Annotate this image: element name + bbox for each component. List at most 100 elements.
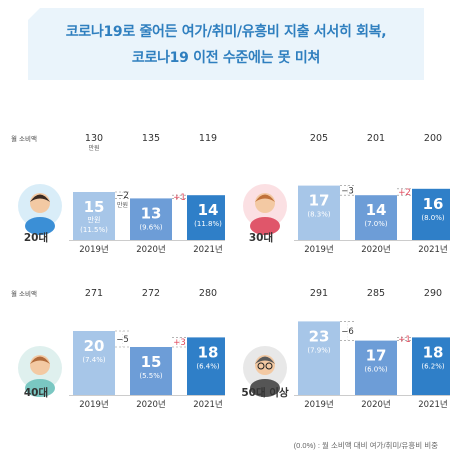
bar-value-unit: 만원 [88, 215, 101, 224]
monthly-spend-unit: 만원 [88, 144, 99, 152]
monthly-spend-label: 월 소비액 [11, 134, 37, 143]
footnote: (0.0%) : 월 소비액 대비 여가/취미/유흥비 비중 [293, 441, 438, 450]
change-label: +3 [173, 338, 186, 348]
bar [355, 340, 397, 395]
title-banner: 코로나19로 줄어든 여가/취미/유흥비 지출 서서히 회복, 코로나19 이전… [28, 8, 424, 80]
bar-share-label: (7.4%) [82, 356, 106, 364]
bar-share-label: (6.2%) [421, 362, 445, 370]
bar [187, 337, 225, 395]
avatar-shirt [25, 217, 55, 235]
change-label: −2 [116, 191, 129, 201]
x-tick-label: 2021년 [418, 399, 447, 410]
bar-value-label: 13 [141, 204, 162, 222]
bar [130, 198, 172, 240]
x-tick-label: 2020년 [361, 244, 390, 255]
monthly-spend-value: 290 [424, 288, 442, 299]
monthly-spend-value: 291 [310, 288, 328, 299]
bar-share-label: (11.5%) [80, 226, 108, 234]
x-tick-label: 2019년 [304, 399, 333, 410]
glasses-icon [257, 362, 265, 370]
bar-value-label: 23 [309, 327, 330, 345]
chart-svg: 50대 이상 291 285 290 23(7.9%) 2019년 17(6.0%) 2020… [241, 288, 450, 410]
bar-value-label: 15 [141, 353, 162, 371]
chart-svg: 40대 월 소비액 271 272 280 20(7.4%) 2019년 15(5.5%) 20… [11, 288, 225, 410]
monthly-spend-value: 280 [199, 288, 217, 299]
avatar-shirt [250, 217, 280, 235]
monthly-spend-value: 285 [367, 288, 385, 299]
change-label: −6 [341, 327, 354, 337]
glasses-icon [265, 362, 273, 370]
bar-value-label: 17 [309, 192, 330, 210]
monthly-spend-value: 205 [310, 133, 328, 144]
x-tick-label: 2021년 [418, 244, 447, 255]
monthly-spend-value: 135 [142, 133, 160, 144]
monthly-spend-value: 130 [85, 133, 103, 144]
change-unit: 만원 [117, 201, 128, 209]
bar-share-label: (9.6%) [139, 223, 163, 231]
bar-value-label: 17 [366, 347, 387, 365]
panel-40s: 40대 월 소비액 271 272 280 20 (7.4%) 2019년 15 (5.5%) 20… [0, 283, 225, 433]
bar [130, 347, 172, 395]
change-label: +1 [173, 193, 186, 203]
avatar-hair [30, 194, 50, 202]
bar-share-label: (6.0%) [364, 366, 388, 374]
bar [73, 331, 115, 395]
panel-20s: 20대 월 소비액 130 135 119 만원 15 만원 (11.5%) 2019년 13 (9.… [0, 128, 225, 278]
bar-share-label: (8.3%) [307, 211, 331, 219]
x-tick-label: 2019년 [304, 244, 333, 255]
bar-value-label: 15 [84, 198, 105, 216]
change-label: +2 [398, 188, 411, 198]
change-label: −3 [341, 186, 354, 196]
group-label: 40대 [24, 386, 48, 399]
monthly-spend-value: 119 [199, 133, 217, 144]
monthly-spend-value: 201 [367, 133, 385, 144]
bar-share-label: (8.0%) [421, 214, 445, 222]
avatar-hair [30, 356, 50, 364]
bar [187, 195, 225, 240]
group-label: 20대 [24, 231, 48, 244]
title-line-2: 코로나19 이전 수준에는 못 미쳐 [131, 50, 321, 66]
bar-value-label: 14 [198, 201, 219, 219]
x-tick-label: 2020년 [361, 399, 390, 410]
avatar-icon [18, 184, 62, 235]
bar-share-label: (7.0%) [364, 220, 388, 228]
bar-share-label: (11.8%) [194, 220, 222, 228]
bar-share-label: (7.9%) [307, 346, 331, 354]
group-label: 30대 [249, 231, 273, 244]
change-label: −5 [116, 335, 129, 345]
avatar-hair [255, 356, 275, 364]
bar [412, 188, 450, 240]
avatar-shirt [25, 379, 55, 397]
monthly-spend-value: 271 [85, 288, 103, 299]
bar-value-label: 18 [423, 343, 444, 361]
bar-value-label: 18 [198, 343, 219, 361]
x-tick-label: 2021년 [193, 244, 222, 255]
avatar-icon [243, 346, 287, 397]
change-label: +1 [398, 335, 411, 345]
bar [298, 321, 340, 395]
x-tick-label: 2019년 [79, 244, 108, 255]
avatar-icon [243, 184, 287, 235]
chart-svg: 30대 205 201 200 17(8.3%) 2019년 14(7.0%) 2020년 16… [243, 133, 450, 255]
monthly-spend-value: 200 [424, 133, 442, 144]
panel-30s: 30대 205 201 200 17 (8.3%) 2019년 14 (7.0%) 2020년 16… [225, 128, 450, 278]
bar [298, 185, 340, 240]
x-tick-label: 2019년 [79, 399, 108, 410]
bar [412, 337, 450, 395]
bar-value-label: 20 [84, 337, 105, 355]
bar-share-label: (6.4%) [196, 362, 220, 370]
bar [73, 192, 115, 240]
x-tick-label: 2021년 [193, 399, 222, 410]
title-line-1: 코로나19로 줄어든 여가/취미/유흥비 지출 서서히 회복, [65, 24, 387, 40]
group-label: 50대 이상 [241, 386, 289, 399]
bar-share-label: (5.5%) [139, 372, 163, 380]
avatar-hair [255, 194, 275, 202]
bar-value-label: 16 [423, 195, 444, 213]
panel-50s-plus: 50대 이상 291 285 290 23 (7.9%) 2019년 17 (6.0%) 2020… [225, 283, 450, 433]
monthly-spend-value: 272 [142, 288, 160, 299]
avatar-icon [18, 346, 62, 397]
monthly-spend-label: 월 소비액 [11, 289, 37, 298]
x-tick-label: 2020년 [136, 244, 165, 255]
bar [355, 195, 397, 240]
